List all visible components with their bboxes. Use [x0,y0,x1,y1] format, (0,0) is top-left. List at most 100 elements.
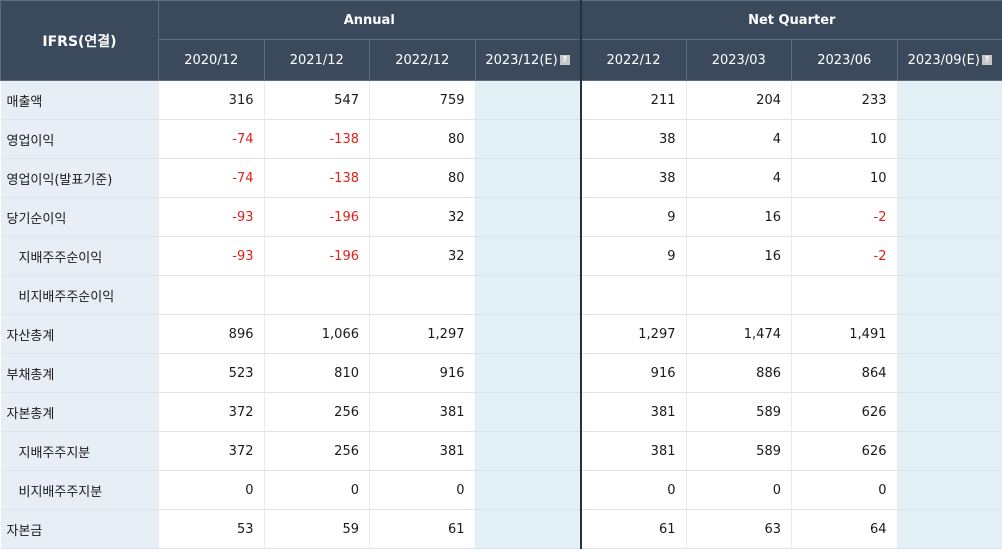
value-cell [474,314,581,354]
value-cell: 16 [685,197,792,237]
value-cell: -93 [158,197,264,237]
value-cell [896,80,1002,120]
value-cell [579,275,686,315]
period-label: 2023/09(E) [907,52,980,68]
period-header: 2021/12 [263,39,370,81]
value-cell: 372 [158,392,264,432]
row-label[interactable]: 당기순이익 [0,197,159,237]
value-cell: 80 [369,158,475,198]
table-row: 당기순이익 -93 -196 32 9 16 -2 [0,197,1002,237]
row-label[interactable]: 매출액 [0,80,159,120]
row-label[interactable]: 비지배주주지분 [0,470,159,510]
help-icon[interactable]: ? [559,54,570,65]
value-cell: -196 [263,236,370,276]
table-row: 비지배주주순이익 [0,275,1002,315]
value-cell: 10 [791,119,897,159]
value-cell: 64 [791,509,897,549]
value-cell [474,353,581,393]
period-header: 2022/12 [579,39,687,81]
period-header: 2022/12 [369,39,476,81]
annual-group-header: Annual [158,0,581,40]
value-cell: 864 [791,353,897,393]
value-cell: -138 [263,119,370,159]
value-cell: 589 [685,431,792,471]
value-cell [474,431,581,471]
value-cell [474,158,581,198]
value-cell: 316 [158,80,264,120]
value-cell: 1,491 [791,314,897,354]
value-cell [474,236,581,276]
value-cell: 523 [158,353,264,393]
value-cell: 372 [158,431,264,471]
value-cell [158,275,264,315]
value-cell: 0 [685,470,792,510]
row-label[interactable]: 영업이익 [0,119,159,159]
value-cell: 63 [685,509,792,549]
value-cell: -74 [158,158,264,198]
value-cell: 211 [579,80,686,120]
row-label[interactable]: 자본총계 [0,392,159,432]
table-row: 영업이익(발표기준) -74 -138 80 38 4 10 [0,158,1002,198]
value-cell [474,275,581,315]
value-cell [474,509,581,549]
value-cell [474,80,581,120]
value-cell: 9 [579,236,686,276]
value-cell: 916 [579,353,686,393]
value-cell [791,275,897,315]
value-cell: 4 [685,119,792,159]
quarter-group-header: Net Quarter [579,0,1002,40]
row-label[interactable]: 지배주주지분 [0,431,159,471]
value-cell: 547 [263,80,370,120]
value-cell [896,314,1002,354]
table-row: 영업이익 -74 -138 80 38 4 10 [0,119,1002,159]
value-cell: 0 [263,470,370,510]
value-cell: 381 [369,431,475,471]
value-cell: 38 [579,119,686,159]
value-cell: 32 [369,236,475,276]
value-cell [896,236,1002,276]
ifrs-basis-header: IFRS(연결) [0,0,159,81]
value-cell: -74 [158,119,264,159]
value-cell: 0 [579,470,686,510]
row-label[interactable]: 자본금 [0,509,159,549]
period-header: 2023/03 [685,39,792,81]
value-cell [896,509,1002,549]
value-cell: 626 [791,431,897,471]
value-cell: 916 [369,353,475,393]
value-cell [896,353,1002,393]
value-cell: -196 [263,197,370,237]
value-cell: 626 [791,392,897,432]
value-cell: 80 [369,119,475,159]
value-cell: 53 [158,509,264,549]
value-cell [474,119,581,159]
help-icon[interactable]: ? [981,54,992,65]
value-cell: 9 [579,197,686,237]
value-cell: 16 [685,236,792,276]
value-cell: 256 [263,431,370,471]
value-cell: 256 [263,392,370,432]
table-row: 자산총계 896 1,066 1,297 1,297 1,474 1,491 [0,314,1002,354]
row-label[interactable]: 비지배주주순이익 [0,275,159,315]
value-cell [685,275,792,315]
value-cell: -2 [791,197,897,237]
value-cell: 10 [791,158,897,198]
row-label[interactable]: 부채총계 [0,353,159,393]
period-header: 2023/06 [791,39,898,81]
row-label[interactable]: 자산총계 [0,314,159,354]
value-cell: 0 [791,470,897,510]
value-cell: 61 [579,509,686,549]
value-cell [896,275,1002,315]
value-cell: 0 [369,470,475,510]
value-cell: 38 [579,158,686,198]
period-header: 2020/12 [158,39,265,81]
row-label[interactable]: 영업이익(발표기준) [0,158,159,198]
row-label[interactable]: 지배주주순이익 [0,236,159,276]
table-row: 자본총계 372 256 381 381 589 626 [0,392,1002,432]
value-cell: 4 [685,158,792,198]
value-cell: 0 [158,470,264,510]
value-cell: 59 [263,509,370,549]
value-cell [474,470,581,510]
value-cell: 233 [791,80,897,120]
value-cell: 1,297 [579,314,686,354]
